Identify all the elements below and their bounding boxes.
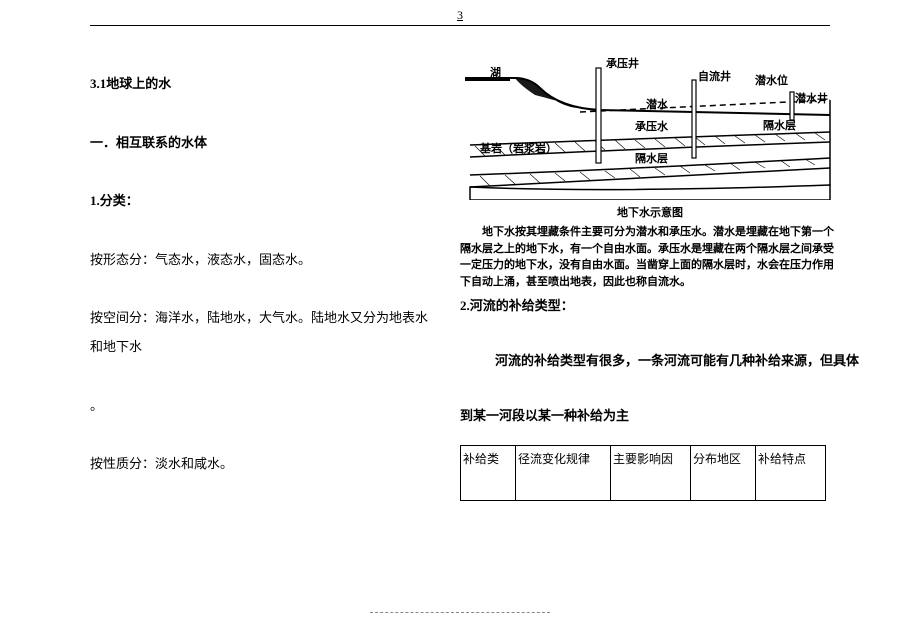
heading-classify: 1.分类： bbox=[90, 187, 440, 216]
para-form: 按形态分：气态水，液态水，固态水。 bbox=[90, 246, 440, 275]
right-column: 湖 承压井 自流井 潜水位 潜水 潜水井 承压水 隔水层 隔水层 基岩（岩浆岩）… bbox=[460, 50, 840, 290]
label-qianshui-well: 潜水井 bbox=[795, 90, 828, 106]
diagram-caption: 地下水示意图 bbox=[460, 204, 840, 220]
para-nature: 按性质分：淡水和咸水。 bbox=[90, 450, 440, 479]
diagram-description: 地下水按其埋藏条件主要可分为潜水和承压水。潜水是埋藏在地下第一个隔水层之上的地下… bbox=[460, 224, 840, 290]
page-number: 3 bbox=[457, 8, 463, 23]
top-rule bbox=[90, 25, 830, 26]
th-area: 分布地区 bbox=[691, 446, 756, 501]
label-jiyan: 基岩（岩浆岩） bbox=[480, 140, 557, 156]
th-type: 补给类 bbox=[461, 446, 516, 501]
table-row: 补给类 径流变化规律 主要影响因 分布地区 补给特点 bbox=[461, 446, 826, 501]
heading-3-1: 3.1地球上的水 bbox=[90, 70, 440, 99]
heading-section-1: 一．相互联系的水体 bbox=[90, 129, 440, 158]
para-river-supply-2: 到某一河段以某一种补给为主 bbox=[460, 405, 629, 424]
label-qianshui-wei: 潜水位 bbox=[755, 72, 788, 88]
heading-river-supply: 2.河流的补给类型： bbox=[460, 295, 574, 314]
label-geshuiceng: 隔水层 bbox=[635, 150, 668, 166]
para-river-supply-1: 河流的补给类型有很多，一条河流可能有几种补给来源，但具体 bbox=[495, 350, 859, 369]
label-lake: 湖 bbox=[490, 64, 501, 80]
supply-table: 补给类 径流变化规律 主要影响因 分布地区 补给特点 bbox=[460, 445, 826, 501]
para-space-b: 。 bbox=[90, 392, 440, 421]
label-chengya-well: 承压井 bbox=[606, 55, 639, 71]
label-chengya-shui: 承压水 bbox=[635, 118, 668, 134]
para-space: 按空间分：海洋水，陆地水，大气水。陆地水又分为地表水和地下水 bbox=[90, 304, 440, 361]
th-factor: 主要影响因 bbox=[611, 446, 691, 501]
th-runoff: 径流变化规律 bbox=[516, 446, 611, 501]
label-qianshui: 潜水 bbox=[646, 96, 668, 112]
th-feature: 补给特点 bbox=[756, 446, 826, 501]
groundwater-diagram: 湖 承压井 自流井 潜水位 潜水 潜水井 承压水 隔水层 隔水层 基岩（岩浆岩） bbox=[460, 50, 835, 200]
label-ziliu-well: 自流井 bbox=[698, 68, 731, 84]
left-column: 3.1地球上的水 一．相互联系的水体 1.分类： 按形态分：气态水，液态水，固态… bbox=[90, 70, 440, 509]
label-geshuiceng2: 隔水层 bbox=[763, 117, 796, 133]
footer-dash bbox=[370, 612, 550, 613]
